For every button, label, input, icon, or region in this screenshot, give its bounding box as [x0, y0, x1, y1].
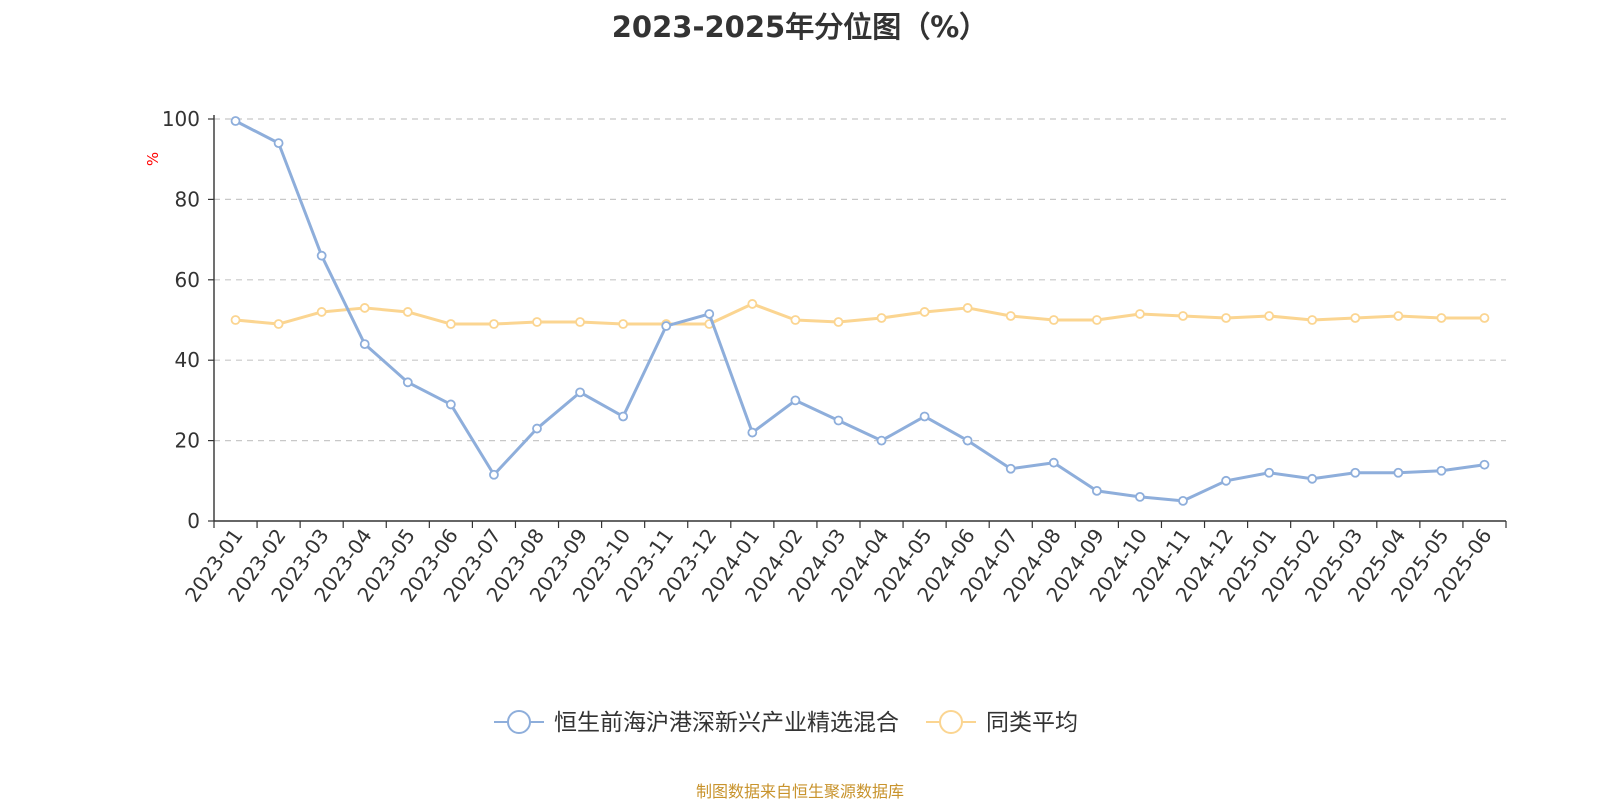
data-point: [532, 423, 542, 434]
data-point: [1393, 311, 1404, 321]
data-point: [962, 435, 973, 446]
data-point: [618, 319, 629, 329]
axes: 020406080100%2023-012023-022023-032023-0…: [144, 107, 1507, 606]
data-point: [1091, 315, 1102, 325]
data-point: [1091, 485, 1102, 496]
data-point: [402, 307, 413, 317]
data-point: [575, 387, 585, 398]
data-point: [1436, 465, 1447, 476]
data-point: [661, 321, 672, 331]
data-point: [1307, 473, 1318, 484]
data-point: [833, 415, 844, 426]
data-point: [316, 250, 327, 261]
data-point: [1264, 467, 1275, 478]
data-point: [316, 307, 327, 317]
data-point: [833, 317, 844, 327]
data-point: [919, 411, 930, 422]
legend-label: 同类平均: [986, 710, 1078, 736]
data-point: [402, 377, 413, 388]
data-point: [532, 317, 542, 327]
data-point: [704, 309, 715, 319]
data-point: [1048, 457, 1059, 468]
data-point: [359, 339, 370, 350]
data-point: [790, 395, 801, 406]
series-line-2: [235, 302, 1485, 326]
y-tick-label: 0: [187, 509, 200, 533]
legend-marker: [939, 710, 963, 734]
data-point: [1350, 467, 1361, 478]
y-tick-label: 60: [175, 268, 200, 292]
y-tick-label: 80: [175, 187, 200, 211]
data-point: [1350, 313, 1361, 323]
data-point: [1221, 475, 1231, 486]
y-tick-label: 40: [175, 348, 200, 372]
legend-label: 恒生前海沪港深新兴产业精选混合: [554, 710, 899, 736]
data-point: [876, 313, 887, 323]
data-point: [273, 319, 284, 329]
data-point: [1135, 309, 1145, 319]
data-source-note: 制图数据来自恒生聚源数据库: [695, 782, 904, 801]
data-point: [747, 299, 758, 309]
data-point: [489, 319, 499, 329]
data-point: [230, 116, 241, 126]
data-point: [618, 411, 629, 422]
y-axis-unit: %: [144, 152, 162, 166]
y-tick-label: 100: [162, 107, 200, 131]
data-point: [876, 435, 887, 446]
data-point: [1307, 315, 1318, 325]
data-point: [1264, 311, 1275, 321]
data-point: [359, 303, 370, 313]
legend: 恒生前海沪港深新兴产业精选混合 同类平均: [494, 710, 1078, 736]
data-point: [445, 399, 456, 410]
series-line-1: [234, 119, 1485, 503]
data-point: [489, 469, 499, 480]
data-point: [575, 317, 585, 327]
data-point: [1479, 313, 1490, 323]
data-point: [1048, 315, 1059, 325]
data-point: [1135, 491, 1145, 502]
data-point: [1479, 459, 1490, 470]
legend-marker: [507, 710, 531, 734]
data-point: [919, 307, 930, 317]
data-point: [1178, 495, 1188, 506]
data-point: [790, 315, 801, 325]
data-point: [962, 303, 973, 313]
data-point: [1221, 313, 1231, 323]
y-tick-label: 20: [175, 429, 200, 453]
gridlines: [214, 118, 1506, 442]
data-point: [230, 315, 241, 325]
data-point: [1178, 311, 1188, 321]
data-point: [747, 427, 758, 438]
data-point: [1436, 313, 1447, 323]
data-point: [445, 319, 456, 329]
data-point: [1005, 463, 1016, 474]
chart-title: 2023-2025年分位图（%）: [611, 10, 989, 44]
data-point: [1005, 311, 1016, 321]
data-point: [273, 138, 284, 149]
data-point: [1393, 467, 1404, 478]
series-lines: [230, 116, 1490, 506]
